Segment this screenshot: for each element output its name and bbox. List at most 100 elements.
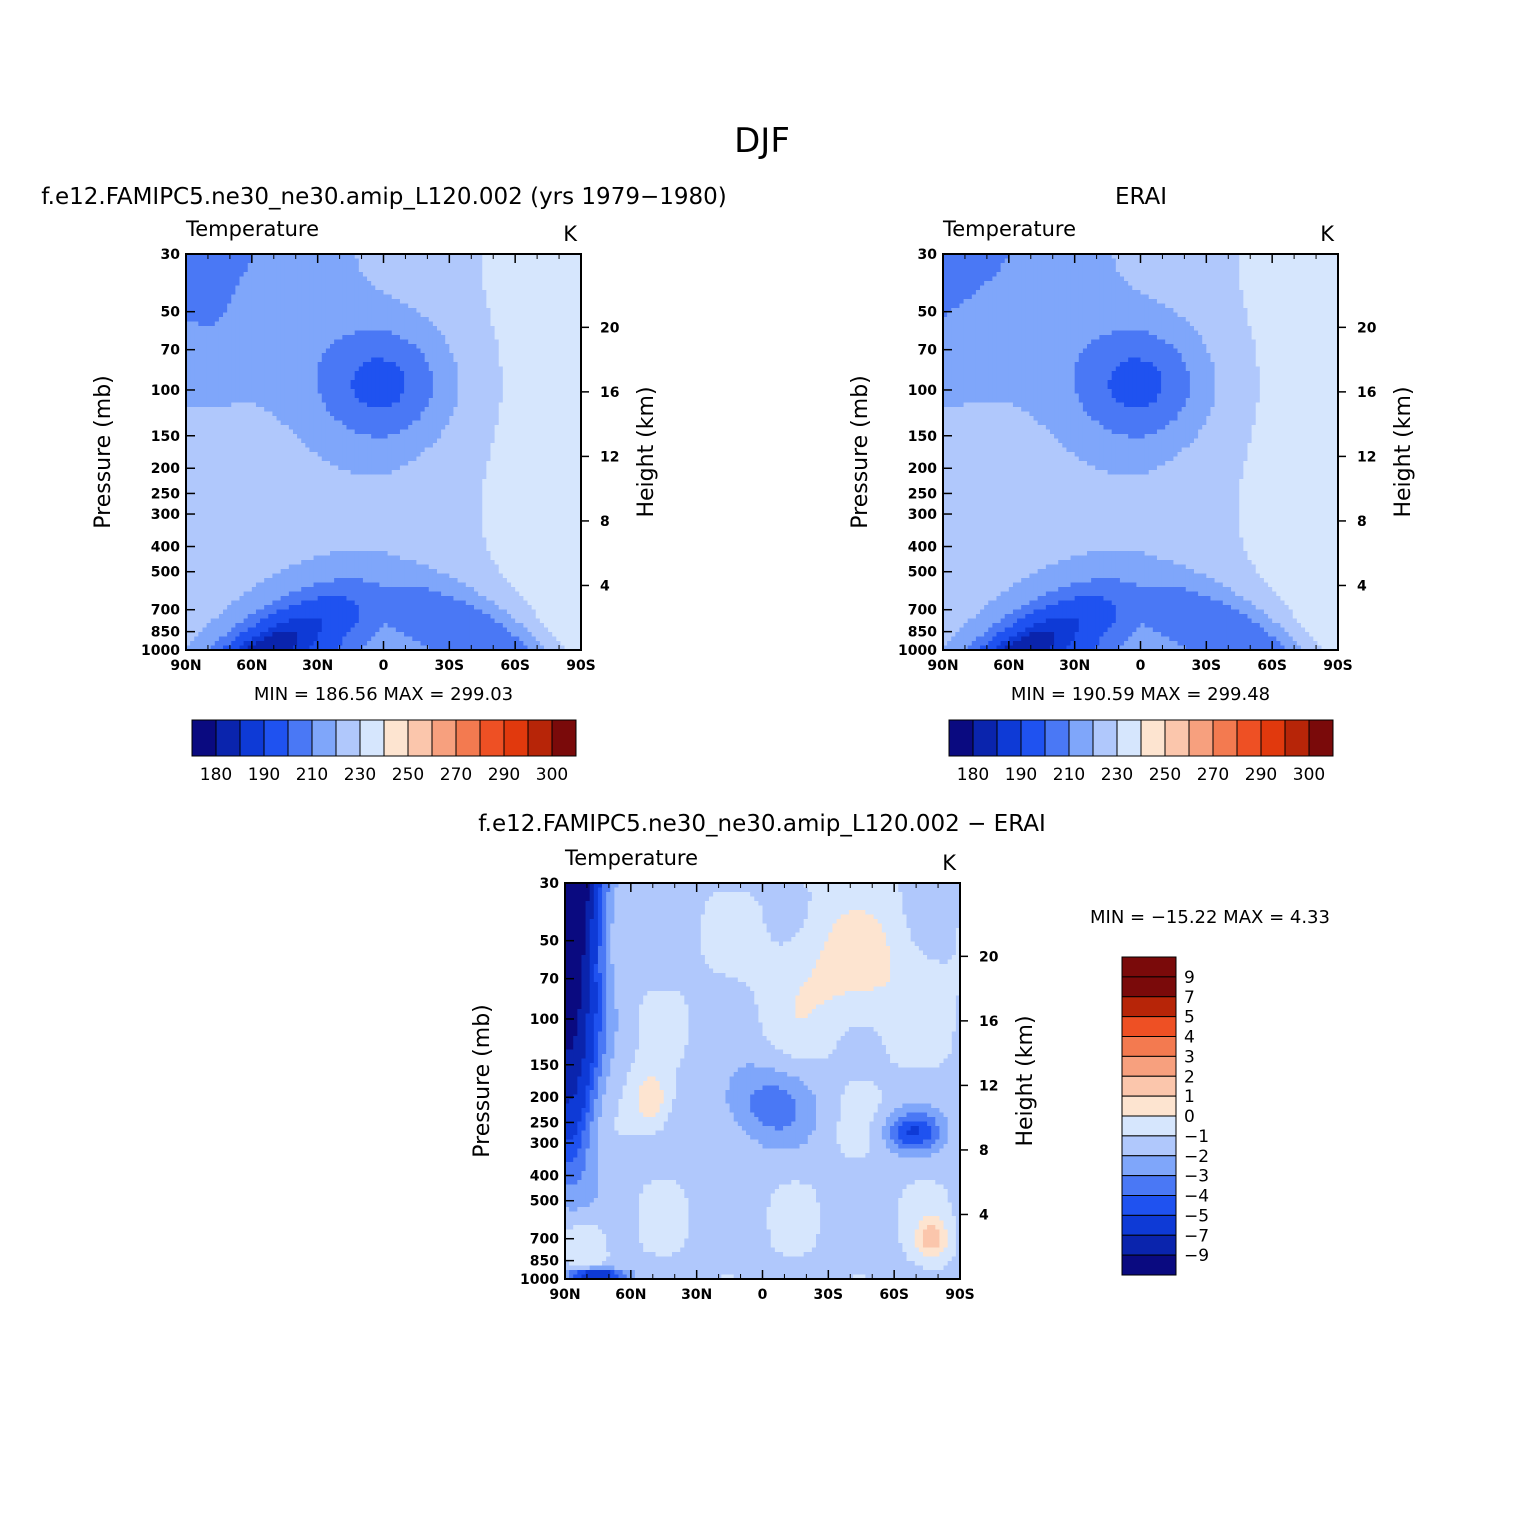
contour-cell (499, 259, 504, 264)
contour-cell (248, 484, 253, 489)
contour-cell (338, 434, 343, 439)
contour-cell (511, 443, 516, 448)
contour-cell (194, 380, 199, 385)
contour-cell (499, 331, 504, 336)
contour-cell (388, 331, 393, 336)
contour-cell (548, 448, 553, 453)
contour-cell (396, 479, 401, 484)
contour-cell (379, 313, 384, 318)
contour-cell (223, 439, 228, 444)
contour-cell (351, 299, 356, 304)
contour-cell (355, 475, 360, 480)
contour-cell (223, 358, 228, 363)
contour-cell (573, 407, 578, 412)
contour-cell (478, 439, 483, 444)
contour-cell (396, 335, 401, 340)
contour-cell (544, 412, 549, 417)
contour-cell (437, 398, 442, 403)
contour-cell (495, 290, 500, 295)
contour-cell (330, 448, 335, 453)
contour-cell (264, 344, 269, 349)
contour-cell (523, 380, 528, 385)
contour-cell (478, 362, 483, 367)
contour-cell (532, 385, 537, 390)
contour-cell (285, 385, 290, 390)
contour-cell (367, 466, 372, 471)
contour-cell (548, 322, 553, 327)
contour-cell (408, 389, 413, 394)
contour-cell (425, 407, 430, 412)
contour-cell (293, 268, 298, 273)
contour-cell (482, 470, 487, 475)
contour-cell (565, 358, 570, 363)
contour-cell (425, 479, 430, 484)
contour-cell (239, 412, 244, 417)
contour-cell (453, 403, 458, 408)
contour-cell (379, 443, 384, 448)
contour-cell (277, 416, 282, 421)
contour-cell (474, 353, 479, 358)
contour-cell (565, 466, 570, 471)
contour-cell (194, 452, 199, 457)
contour-cell (252, 407, 257, 412)
contour-cell (215, 272, 220, 277)
contour-cell (421, 263, 426, 268)
contour-cell (499, 394, 504, 399)
contour-cell (511, 299, 516, 304)
contour-cell (231, 457, 236, 462)
contour-cell (429, 358, 434, 363)
contour-cell (256, 371, 261, 376)
contour-cell (569, 439, 574, 444)
contour-cell (540, 466, 545, 471)
contour-cell (359, 457, 364, 462)
contour-cell (449, 416, 454, 421)
contour-cell (532, 484, 537, 489)
contour-cell (215, 466, 220, 471)
contour-cell (404, 452, 409, 457)
contour-cell (532, 389, 537, 394)
contour-cell (367, 385, 372, 390)
contour-cell (190, 326, 195, 331)
contour-cell (412, 475, 417, 480)
contour-cell (371, 362, 376, 367)
contour-cell (408, 295, 413, 300)
contour-cell (375, 434, 380, 439)
contour-cell (495, 394, 500, 399)
contour-cell (256, 286, 261, 291)
contour-cell (565, 349, 570, 354)
contour-cell (536, 281, 541, 286)
contour-cell (515, 470, 520, 475)
contour-cell (519, 380, 524, 385)
contour-cell (305, 425, 310, 430)
contour-cell (260, 407, 265, 412)
contour-cell (388, 317, 393, 322)
contour-cell (515, 335, 520, 340)
contour-cell (458, 263, 463, 268)
contour-cell (277, 484, 282, 489)
contour-cell (416, 362, 421, 367)
contour-cell (396, 295, 401, 300)
contour-cell (309, 475, 314, 480)
contour-cell (194, 398, 199, 403)
contour-cell (449, 308, 454, 313)
contour-cell (346, 470, 351, 475)
contour-cell (421, 281, 426, 286)
contour-cell (544, 403, 549, 408)
contour-cell (379, 466, 384, 471)
contour-cell (453, 268, 458, 273)
contour-cell (375, 349, 380, 354)
contour-cell (190, 344, 195, 349)
contour-cell (301, 304, 306, 309)
contour-cell (486, 371, 491, 376)
contour-cell (318, 484, 323, 489)
contour-cell (548, 376, 553, 381)
contour-cell (486, 295, 491, 300)
contour-cell (207, 313, 212, 318)
contour-cell (318, 286, 323, 291)
contour-cell (392, 326, 397, 331)
contour-cell (433, 335, 438, 340)
contour-cell (219, 362, 224, 367)
contour-cell (544, 367, 549, 372)
contour-cell (227, 362, 232, 367)
